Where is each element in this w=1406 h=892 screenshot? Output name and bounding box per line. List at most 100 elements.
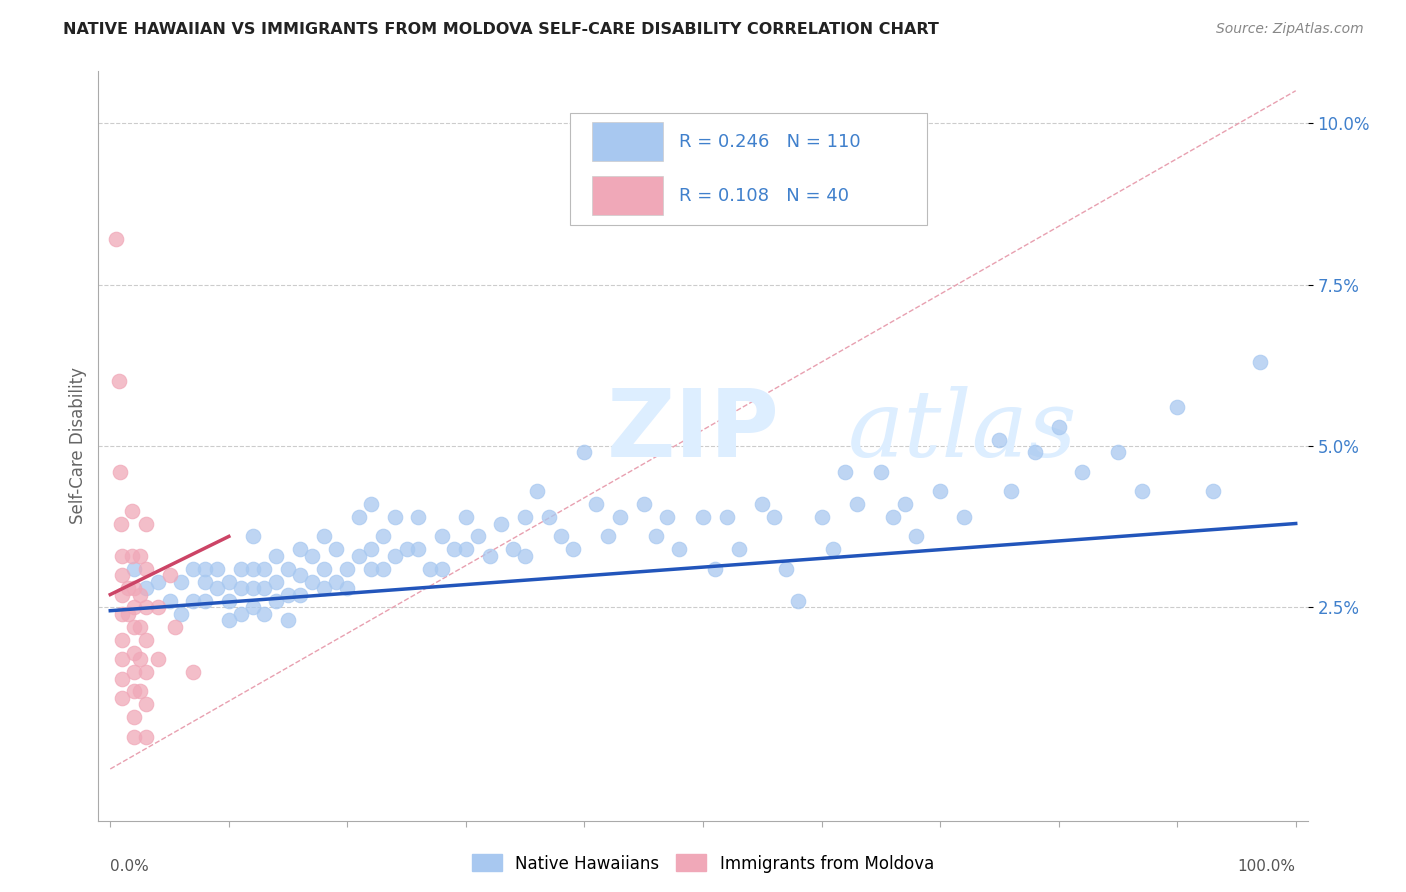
Point (454, 510, 477, 524)
Point (1107, 445, 1129, 459)
Point (1166, 401, 1188, 415)
Point (121, 549, 143, 563)
Y-axis label: Self-Care Disability: Self-Care Disability (69, 368, 87, 524)
Point (129, 549, 152, 563)
Point (325, 574, 347, 589)
Point (574, 445, 596, 459)
Legend: Native Hawaiians, Immigrants from Moldova: Native Hawaiians, Immigrants from Moldov… (465, 847, 941, 880)
Point (107, 375, 129, 389)
Point (869, 465, 891, 479)
Text: 100.0%: 100.0% (1237, 859, 1296, 874)
Point (846, 497, 869, 511)
Point (205, 581, 228, 595)
Point (716, 510, 738, 524)
Point (657, 510, 679, 524)
Point (242, 562, 264, 576)
Point (135, 632, 157, 647)
Point (229, 562, 252, 576)
Point (122, 710, 145, 724)
Point (371, 562, 394, 576)
Point (692, 510, 714, 524)
Point (108, 465, 131, 479)
Point (135, 516, 157, 531)
Point (146, 600, 169, 615)
Point (159, 568, 181, 582)
Point (264, 574, 287, 589)
Point (277, 614, 299, 628)
Point (515, 510, 537, 524)
Point (467, 529, 489, 543)
Point (111, 568, 134, 582)
Text: R = 0.246   N = 110: R = 0.246 N = 110 (679, 133, 860, 151)
Point (301, 549, 323, 563)
Point (194, 574, 217, 589)
Point (242, 529, 264, 543)
Point (288, 568, 311, 582)
Point (129, 588, 152, 602)
Point (194, 594, 217, 608)
Point (122, 665, 145, 679)
Point (893, 497, 915, 511)
Point (371, 529, 394, 543)
Point (122, 581, 145, 595)
Point (122, 562, 145, 576)
Point (159, 594, 181, 608)
Point (146, 652, 169, 666)
Point (129, 684, 152, 698)
Point (585, 497, 607, 511)
Point (135, 581, 157, 595)
Point (561, 542, 583, 557)
Point (395, 542, 418, 557)
Point (419, 562, 441, 576)
Point (443, 542, 465, 557)
Point (929, 484, 952, 499)
Point (644, 529, 666, 543)
Point (181, 562, 204, 576)
Point (312, 581, 335, 595)
Point (763, 510, 786, 524)
Point (1202, 484, 1225, 499)
Point (347, 549, 370, 563)
Point (905, 529, 928, 543)
FancyBboxPatch shape (592, 177, 664, 215)
Point (360, 497, 382, 511)
Point (111, 652, 134, 666)
Text: atlas: atlas (848, 386, 1077, 476)
Point (526, 484, 548, 499)
Point (135, 665, 157, 679)
Point (537, 510, 560, 524)
Point (264, 549, 287, 563)
Point (668, 542, 690, 557)
Point (751, 497, 773, 511)
Point (129, 620, 152, 634)
Point (111, 690, 134, 705)
Point (823, 542, 845, 557)
Point (384, 549, 406, 563)
Point (218, 614, 240, 628)
Text: R = 0.108   N = 40: R = 0.108 N = 40 (679, 186, 849, 205)
Point (277, 562, 299, 576)
Point (360, 562, 382, 576)
Point (360, 542, 382, 557)
Point (633, 497, 655, 511)
Point (253, 607, 276, 621)
Point (110, 516, 132, 531)
Point (122, 646, 145, 660)
Point (242, 581, 264, 595)
Point (408, 510, 430, 524)
Point (312, 562, 335, 576)
Point (786, 594, 808, 608)
FancyBboxPatch shape (592, 122, 664, 161)
Point (170, 574, 193, 589)
Point (1000, 484, 1022, 499)
Point (111, 632, 134, 647)
Point (111, 672, 134, 686)
Point (1024, 445, 1046, 459)
Point (598, 529, 620, 543)
Point (288, 542, 311, 557)
Point (703, 562, 725, 576)
Point (609, 510, 631, 524)
Point (229, 581, 252, 595)
Point (229, 607, 252, 621)
Point (146, 574, 169, 589)
